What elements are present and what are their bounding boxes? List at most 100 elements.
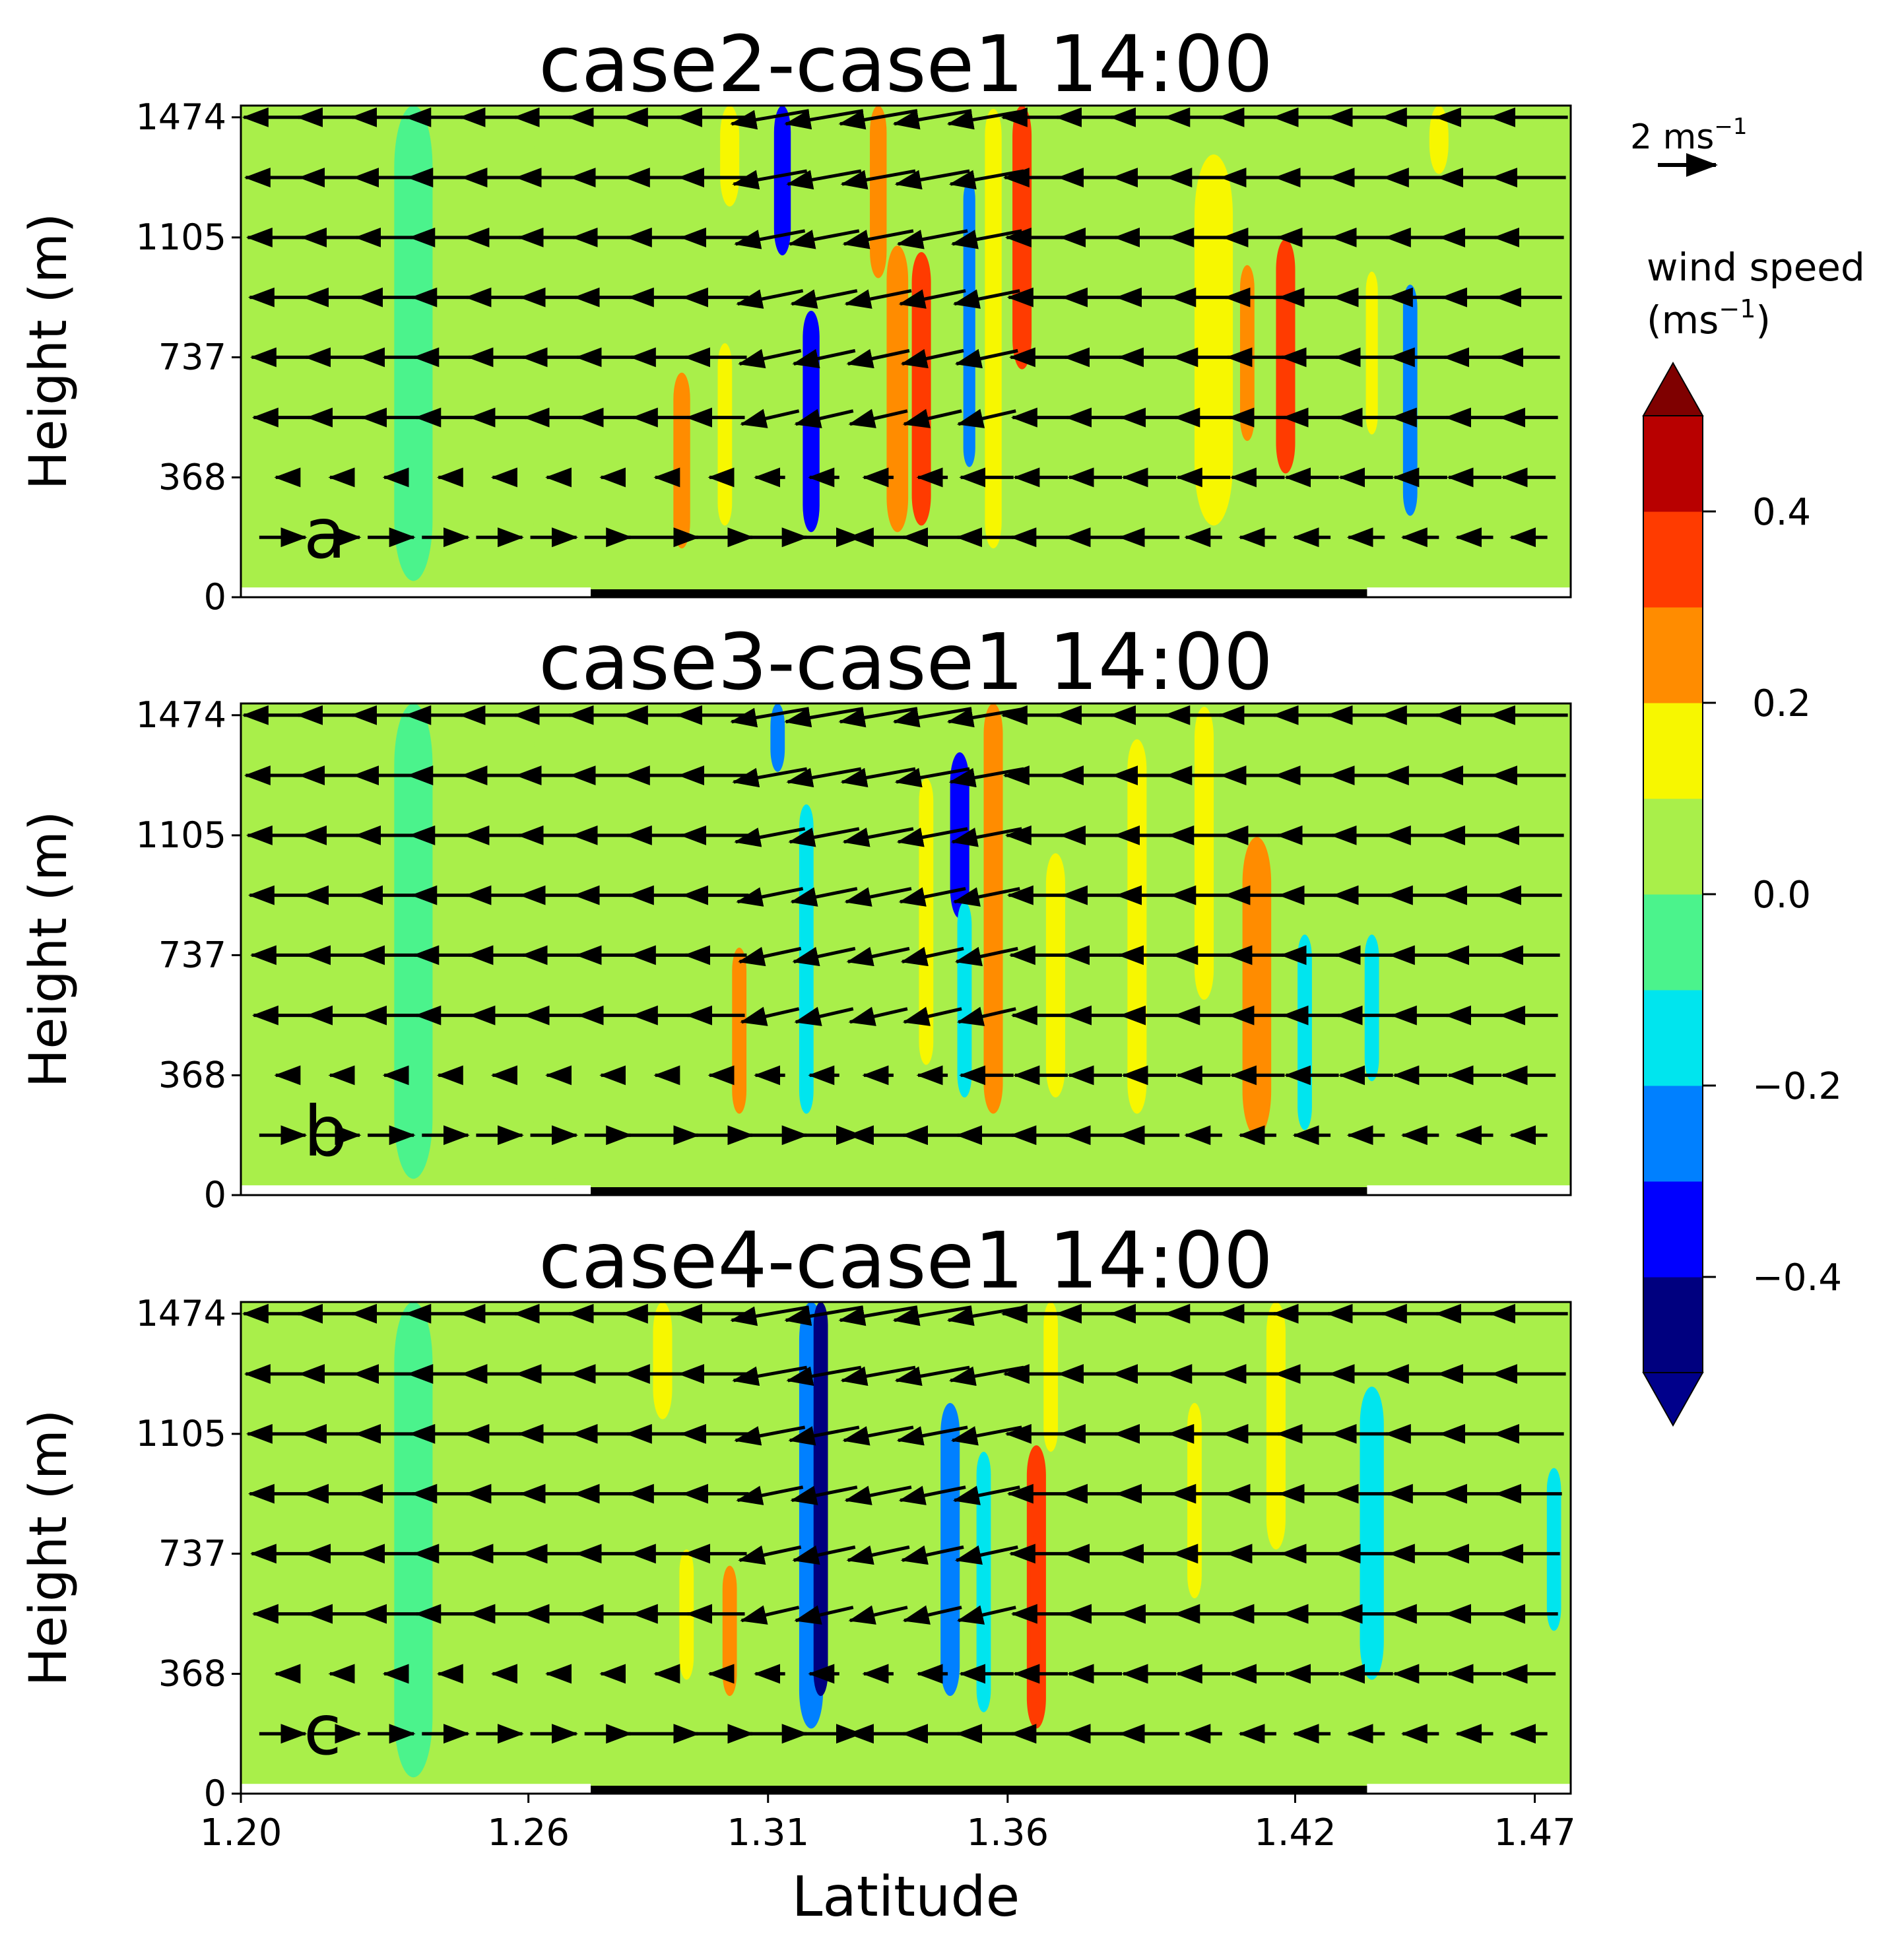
sea-surface-strip bbox=[241, 1185, 591, 1195]
wind-vector bbox=[792, 348, 856, 369]
reference-vector: 2 ms−1 bbox=[1630, 114, 1747, 177]
wind-vector bbox=[956, 408, 1016, 428]
contour-region bbox=[1239, 265, 1255, 441]
contour-region bbox=[1365, 271, 1378, 435]
contour-region bbox=[886, 245, 909, 533]
colorbar-tick-label: −0.4 bbox=[1752, 1256, 1842, 1299]
y-tick-label: 737 bbox=[158, 934, 226, 975]
y-axis-label: Height (m) bbox=[19, 213, 79, 490]
contour-region bbox=[394, 106, 433, 581]
y-tick-label: 1474 bbox=[136, 1293, 226, 1334]
contour-region bbox=[1360, 1386, 1384, 1680]
contour-region bbox=[533, 1302, 572, 1778]
contour-region bbox=[653, 1302, 673, 1419]
contour-region bbox=[919, 778, 934, 1065]
x-tick-label: 1.47 bbox=[1494, 1811, 1576, 1854]
wind-vector bbox=[956, 1006, 1016, 1026]
x-axis-label: Latitude bbox=[792, 1864, 1020, 1929]
contour-region bbox=[1402, 284, 1418, 516]
y-tick-label: 0 bbox=[204, 576, 226, 618]
contour-region bbox=[983, 703, 1003, 1114]
y-tick-label: 368 bbox=[158, 1652, 226, 1694]
y-tick-label: 368 bbox=[158, 1054, 226, 1095]
contour-region bbox=[976, 1451, 991, 1712]
wind-vector bbox=[902, 1605, 962, 1625]
axes-frame bbox=[240, 104, 1572, 599]
colorbar-segments bbox=[1642, 361, 1704, 1427]
contour-region bbox=[717, 343, 733, 526]
wind-vector bbox=[954, 348, 1018, 369]
wind-vector bbox=[900, 1545, 964, 1565]
panel-content bbox=[241, 703, 1571, 1195]
y-tick-label: 737 bbox=[158, 336, 226, 377]
contour-region bbox=[773, 106, 791, 255]
wind-vector bbox=[902, 1006, 962, 1026]
contour-region bbox=[533, 106, 572, 581]
wind-vector bbox=[740, 1605, 800, 1625]
panel-a: case2-case1 14:00 a 0 368 737 1105 1474 Height … bbox=[19, 18, 1572, 618]
sea-surface-strip bbox=[1367, 1784, 1571, 1794]
contour-region bbox=[732, 948, 747, 1114]
panel-label: a bbox=[304, 494, 346, 574]
colorbar-segment bbox=[1643, 607, 1703, 703]
reference-vector-label: 2 ms−1 bbox=[1630, 114, 1747, 157]
wind-vector bbox=[848, 1605, 908, 1625]
contour-region bbox=[957, 901, 972, 1097]
colorbar-segment bbox=[1643, 894, 1703, 991]
panel-title: case2-case1 14:00 bbox=[539, 18, 1273, 110]
panel-label: c bbox=[304, 1690, 342, 1771]
x-tick-label: 1.36 bbox=[966, 1811, 1049, 1854]
contour-region bbox=[1513, 703, 1547, 1179]
colorbar-extend-high bbox=[1642, 361, 1704, 416]
colorbar-segment bbox=[1643, 1086, 1703, 1182]
wind-vector bbox=[846, 1545, 910, 1565]
land-bar bbox=[591, 1786, 1367, 1794]
y-tick-label: 1105 bbox=[136, 814, 226, 856]
y-tick-label: 0 bbox=[204, 1773, 226, 1814]
wind-vector bbox=[738, 348, 802, 369]
wind-vector bbox=[846, 946, 910, 967]
contour-region bbox=[394, 1302, 433, 1778]
panel-title: case3-case1 14:00 bbox=[539, 616, 1273, 707]
contour-region bbox=[963, 180, 975, 467]
wind-vector bbox=[900, 946, 964, 967]
y-tick-label: 1105 bbox=[136, 1413, 226, 1454]
colorbar-tick-label: 0.0 bbox=[1752, 874, 1811, 917]
colorbar-segment bbox=[1643, 798, 1703, 895]
wind-vector bbox=[848, 1006, 908, 1026]
contour-region bbox=[1194, 706, 1214, 1000]
contour-region bbox=[1266, 1302, 1286, 1549]
sea-surface-strip bbox=[1367, 587, 1571, 597]
axes-frame bbox=[240, 1301, 1572, 1795]
colorbar-extend-low bbox=[1642, 1372, 1704, 1427]
axes-frame bbox=[240, 702, 1572, 1196]
colorbar-tick-label: 0.4 bbox=[1752, 491, 1811, 534]
contour-region bbox=[1242, 837, 1272, 1137]
colorbar-tick-label: −0.2 bbox=[1752, 1065, 1842, 1108]
wind-vector bbox=[792, 946, 856, 967]
wind-vector bbox=[956, 1605, 1016, 1625]
y-tick-label: 737 bbox=[158, 1532, 226, 1574]
x-tick-label: 1.31 bbox=[727, 1811, 809, 1854]
contour-region bbox=[533, 703, 572, 1179]
y-tick-label: 1474 bbox=[136, 96, 226, 138]
wind-vector bbox=[902, 408, 962, 428]
contour-region bbox=[1194, 154, 1233, 526]
wind-vector bbox=[738, 1545, 802, 1565]
contour-region bbox=[1546, 1468, 1561, 1631]
colorbar-segment bbox=[1643, 1181, 1703, 1278]
panel-b: case3-case1 14:00 b 0 368 737 1105 1474 Height … bbox=[19, 616, 1572, 1216]
colorbar-tick-label: 0.2 bbox=[1752, 682, 1811, 725]
wind-vector bbox=[900, 348, 964, 369]
contour-region bbox=[911, 252, 931, 526]
sea-surface-strip bbox=[241, 1784, 591, 1794]
contour-region bbox=[813, 1302, 828, 1696]
colorbar-segment bbox=[1643, 1277, 1703, 1373]
contour-region bbox=[1043, 1302, 1059, 1452]
colorbar-ticks: 0.4 0.2 0.0 −0.2 −0.4 bbox=[1703, 491, 1842, 1299]
colorbar-segment bbox=[1643, 416, 1703, 512]
y-tick-label: 0 bbox=[204, 1174, 226, 1216]
contour-region bbox=[870, 106, 887, 278]
contour-region bbox=[722, 1565, 737, 1696]
land-bar bbox=[591, 1187, 1367, 1195]
